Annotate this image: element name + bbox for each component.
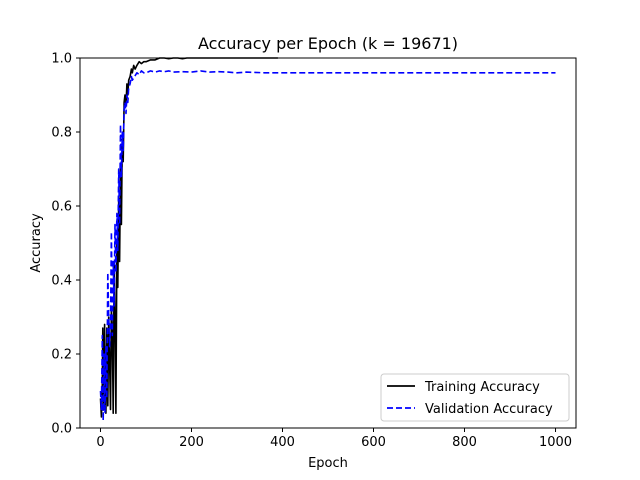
y-tick-label: 0.4	[51, 274, 72, 289]
x-tick-label: 600	[361, 435, 386, 450]
x-axis-ticks: 0 200 400 600 800 1000	[96, 428, 572, 450]
y-tick-label: 0.0	[51, 422, 72, 437]
x-tick-label: 200	[179, 435, 204, 450]
x-axis-label: Epoch	[308, 456, 348, 471]
y-axis-ticks: 0.0 0.2 0.4 0.6 0.8 1.0	[51, 52, 80, 437]
x-tick-label: 1000	[539, 435, 572, 450]
x-tick-label: 800	[452, 435, 477, 450]
y-tick-label: 1.0	[51, 52, 72, 67]
y-axis-label: Accuracy	[29, 213, 44, 273]
y-tick-label: 0.6	[51, 200, 72, 215]
y-tick-label: 0.8	[51, 126, 72, 141]
series-line-validation-accuracy	[99, 70, 556, 422]
legend-box	[380, 373, 570, 422]
chart-title: Accuracy per Epoch (k = 19671)	[198, 34, 458, 53]
y-tick-label: 0.2	[51, 348, 72, 363]
x-tick-label: 0	[96, 435, 104, 450]
legend-label-training: Training Accuracy	[424, 380, 540, 395]
axes-frame	[79, 57, 577, 429]
legend-label-validation: Validation Accuracy	[425, 402, 553, 417]
legend: Training Accuracy Validation Accuracy	[380, 373, 570, 422]
x-tick-label: 400	[270, 435, 295, 450]
plot-area	[79, 57, 577, 429]
